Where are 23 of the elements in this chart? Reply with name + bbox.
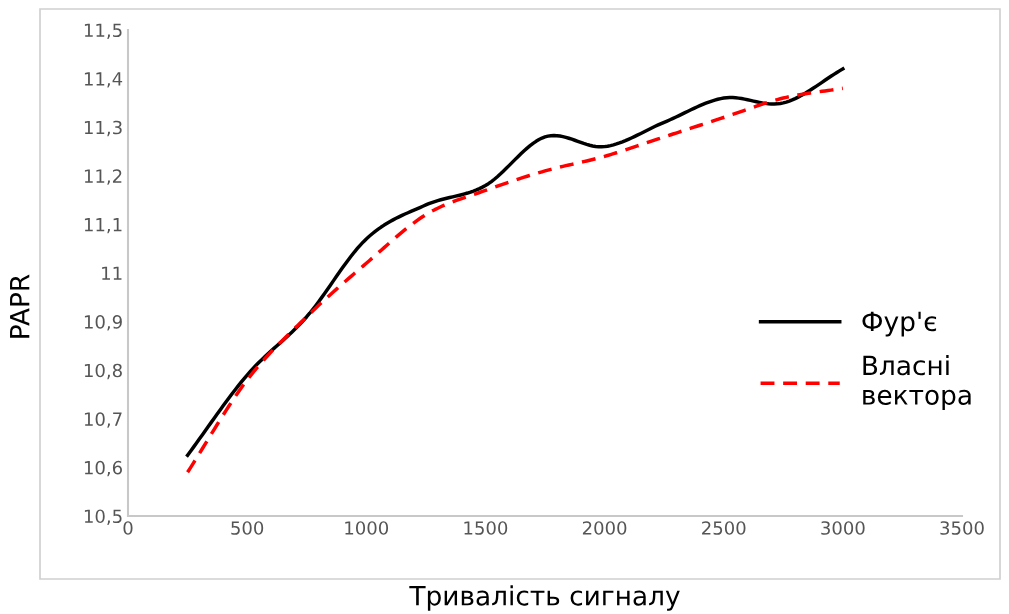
y-tick-label: 10,5 [84,509,122,525]
x-axis-title: Тривалість сигналу [409,585,680,611]
y-tick-label: 11,3 [84,120,122,137]
x-tick-label: 2500 [702,521,746,535]
legend-label: Фур'є [862,311,937,337]
x-tick-label: 1000 [345,521,389,535]
y-tick-label: 10,7 [84,412,122,428]
y-tick-label: 10,8 [84,363,122,380]
legend-label: Власні вектора [863,354,971,411]
x-tick-label: 3500 [940,521,984,535]
y-tick-label: 11,5 [84,23,122,39]
y-tick-label: 10,6 [84,460,122,477]
x-tick-label: 2000 [582,521,627,535]
y-tick-label: 11,2 [84,169,122,185]
y-tick-label: 11 [102,266,122,280]
y-axis-title: PAPR [10,274,30,338]
y-tick-label: 11,4 [84,72,123,88]
x-tick-label: 0 [123,521,133,535]
y-tick-label: 11,1 [84,218,122,234]
x-tick-label: 500 [231,521,264,535]
x-tick-label: 3000 [821,521,865,535]
y-tick-label: 10,9 [84,315,122,331]
x-tick-label: 1500 [464,521,508,535]
